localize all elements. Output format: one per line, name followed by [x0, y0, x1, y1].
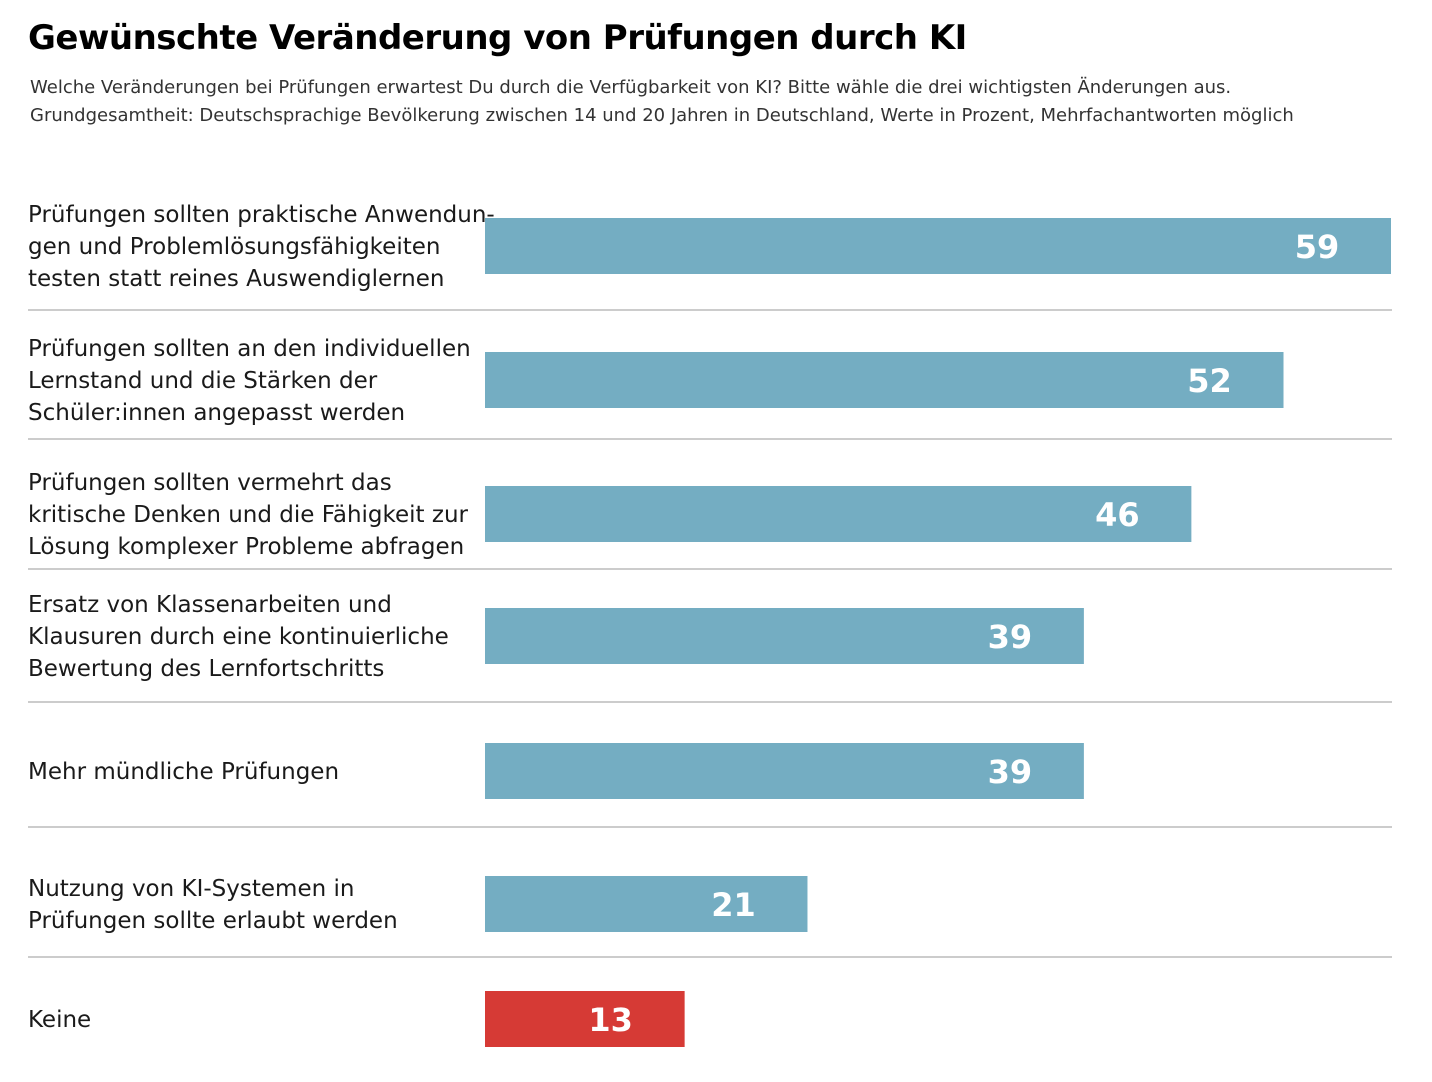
value-label: 52 [1187, 362, 1232, 400]
category-label-line: Klausuren durch eine kontinuierliche [28, 624, 449, 650]
bar [485, 608, 1084, 664]
value-label: 21 [711, 886, 756, 924]
category-label-line: Mehr mündliche Prüfungen [28, 759, 339, 785]
category-label-line: Lernstand und die Stärken der [28, 368, 378, 394]
category-label-line: Ersatz von Klassenarbeiten und [28, 592, 392, 618]
category-label: Keine [28, 1007, 91, 1033]
category-label-line: Bewertung des Lernfortschritts [28, 656, 384, 682]
category-label: Prüfungen sollten praktische Anwendun-ge… [28, 202, 495, 292]
category-label-line: Prüfungen sollten vermehrt das [28, 470, 392, 496]
category-label-line: Prüfungen sollten praktische Anwendun- [28, 202, 495, 228]
bar [485, 743, 1084, 799]
value-label: 46 [1095, 496, 1140, 534]
value-label: 39 [988, 618, 1033, 656]
bar [485, 218, 1391, 274]
bar [485, 486, 1192, 542]
category-label-line: Lösung komplexer Probleme abfragen [28, 534, 464, 560]
category-label: Prüfungen sollten an den individuellen Le… [28, 336, 471, 426]
category-label-line: testen statt reines Auswendiglernen [28, 266, 444, 292]
category-label: Mehr mündliche Prüfungen [28, 759, 339, 785]
bar [485, 876, 808, 932]
category-label-line: kritische Denken und die Fähigkeit zur [28, 502, 469, 528]
category-label-line: Nutzung von KI-Systemen in [28, 876, 354, 902]
value-label: 59 [1295, 228, 1340, 266]
chart-subtitle-base: Grundgesamtheit: Deutschsprachige Bevölk… [30, 105, 1294, 126]
chart-title: Gewünschte Veränderung von Prüfungen dur… [28, 18, 967, 58]
category-label-line: gen und Problemlösungsfähigkeiten [28, 234, 440, 260]
category-label-line: Keine [28, 1007, 91, 1033]
category-label: Prüfungen sollten vermehrt das kritische … [28, 470, 469, 560]
value-label: 13 [588, 1001, 633, 1039]
category-label-line: Prüfungen sollten an den individuellen [28, 336, 471, 362]
category-label-line: Schüler:innen angepasst werden [28, 400, 405, 426]
bar [485, 991, 685, 1047]
category-label-line: Prüfungen sollte erlaubt werden [28, 908, 398, 934]
value-label: 39 [988, 753, 1033, 791]
category-label: Ersatz von Klassenarbeiten und Klausuren … [28, 592, 449, 682]
category-label: Nutzung von KI-Systemen in Prüfungen soll… [28, 876, 398, 934]
chart-subtitle-question: Welche Veränderungen bei Prüfungen erwar… [30, 77, 1232, 98]
bar [485, 352, 1284, 408]
